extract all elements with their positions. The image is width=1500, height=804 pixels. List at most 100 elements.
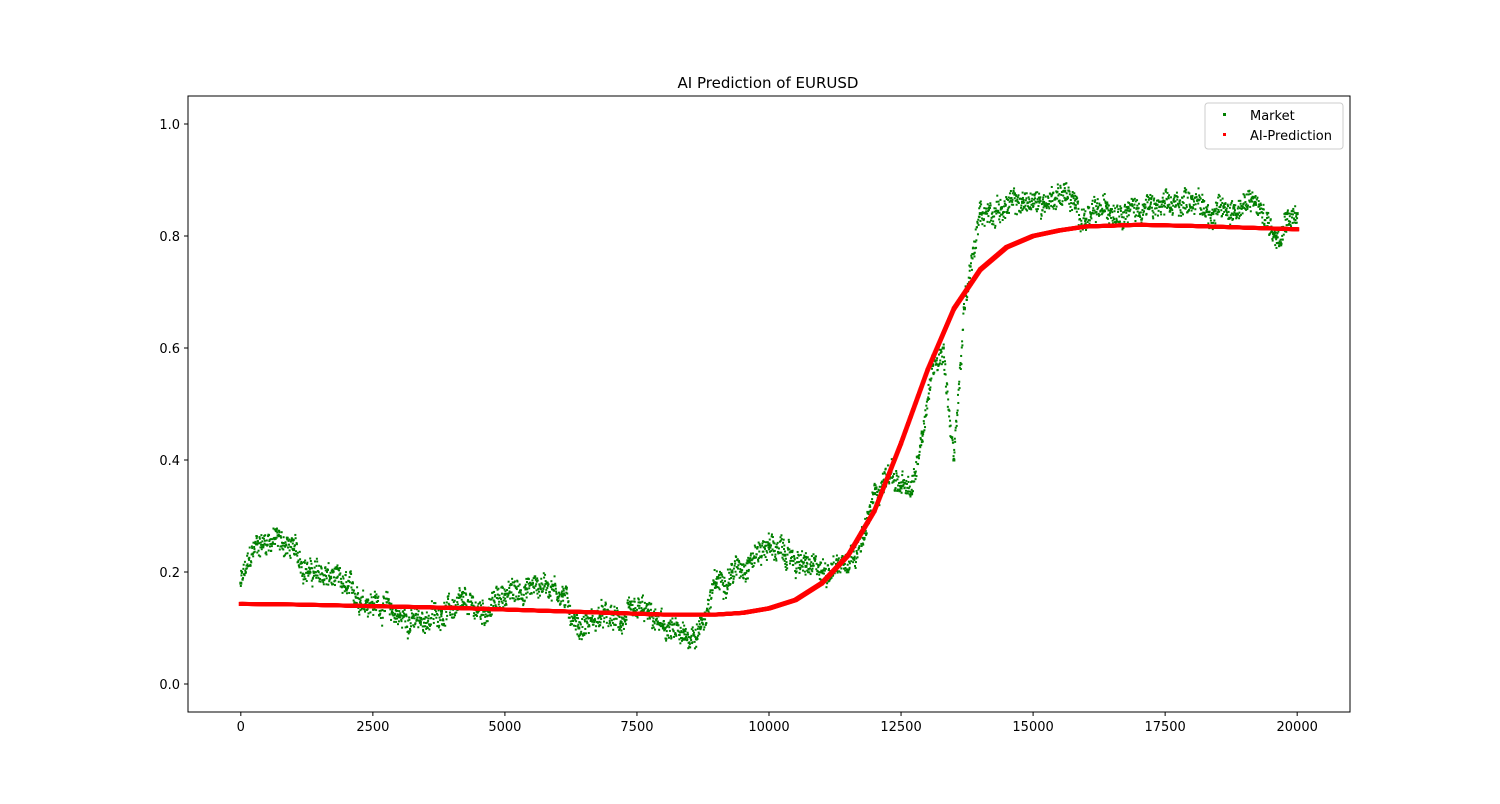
market-point <box>303 561 306 564</box>
market-point <box>690 628 693 631</box>
market-point <box>971 253 974 256</box>
market-point <box>281 544 284 547</box>
market-point <box>905 482 908 485</box>
market-point <box>958 366 961 369</box>
market-point <box>706 609 709 612</box>
market-point <box>1173 200 1176 203</box>
market-point <box>634 609 637 612</box>
market-point <box>785 568 788 571</box>
market-point <box>625 618 628 621</box>
market-point <box>561 595 564 598</box>
market-point <box>1210 221 1213 224</box>
market-point <box>1058 199 1061 202</box>
market-point <box>621 617 624 620</box>
market-point <box>1233 209 1236 212</box>
market-point <box>922 430 925 433</box>
market-point <box>545 588 548 591</box>
market-point <box>699 628 702 631</box>
market-point <box>1052 207 1055 210</box>
market-point <box>982 212 985 215</box>
market-point <box>358 601 361 604</box>
market-point <box>818 573 821 576</box>
market-point <box>374 595 377 598</box>
market-point <box>935 362 938 365</box>
market-point <box>1126 206 1130 210</box>
market-point <box>1257 213 1260 216</box>
market-point <box>647 603 650 606</box>
market-point <box>998 215 1001 218</box>
market-point <box>1029 192 1032 195</box>
market-point <box>733 560 736 563</box>
market-point <box>533 576 536 579</box>
market-point <box>953 448 956 451</box>
market-point <box>580 632 583 635</box>
market-point <box>1288 215 1291 218</box>
market-point <box>384 609 387 612</box>
market-point <box>604 604 607 607</box>
market-point <box>1186 196 1189 199</box>
market-point <box>744 564 747 567</box>
market-point <box>1256 212 1259 215</box>
market-point <box>535 580 538 583</box>
market-point <box>447 595 450 598</box>
market-point <box>557 591 560 594</box>
market-point <box>298 565 301 568</box>
market-point <box>397 615 400 618</box>
market-point <box>667 634 670 637</box>
market-point <box>260 548 263 551</box>
market-point <box>1008 211 1011 214</box>
market-point <box>782 541 785 544</box>
market-point <box>1293 211 1296 214</box>
market-point <box>673 623 676 626</box>
market-point <box>362 589 365 592</box>
market-point <box>326 568 329 571</box>
market-point <box>266 543 269 546</box>
market-point <box>1024 199 1027 202</box>
market-point <box>937 353 940 356</box>
market-point <box>498 594 501 597</box>
market-point <box>1039 196 1042 199</box>
market-point <box>546 586 549 589</box>
market-point <box>1049 200 1052 203</box>
market-point <box>1102 194 1105 197</box>
market-point <box>851 557 854 560</box>
market-point <box>493 590 496 593</box>
market-point <box>1232 206 1236 210</box>
market-point <box>975 226 978 229</box>
market-point <box>1291 213 1294 216</box>
market-point <box>470 600 473 603</box>
market-point <box>1109 211 1112 214</box>
market-point <box>812 564 815 567</box>
market-point <box>1152 199 1155 202</box>
market-point <box>1118 215 1121 218</box>
market-point <box>636 615 639 618</box>
market-point <box>698 620 701 623</box>
market-point <box>1192 198 1195 201</box>
market-point <box>1076 202 1079 205</box>
market-point <box>760 556 763 559</box>
market-point <box>1162 204 1165 207</box>
market-point <box>358 613 361 616</box>
market-point <box>297 560 300 563</box>
market-point <box>520 593 523 596</box>
market-point <box>364 599 367 602</box>
market-point <box>689 646 692 649</box>
market-point <box>275 536 278 539</box>
market-point <box>538 584 541 587</box>
market-point <box>936 368 939 371</box>
market-point <box>1098 213 1101 216</box>
market-point <box>684 627 687 630</box>
market-point <box>367 612 370 615</box>
market-point <box>795 567 798 570</box>
market-point <box>417 619 420 622</box>
market-point <box>1048 200 1051 203</box>
market-point <box>1188 203 1191 206</box>
market-point <box>582 634 585 637</box>
market-point <box>300 560 303 563</box>
market-point <box>1178 202 1181 205</box>
market-point <box>376 596 379 599</box>
market-point <box>322 583 325 586</box>
market-point <box>445 601 448 604</box>
market-point <box>405 613 408 616</box>
market-point <box>303 573 306 576</box>
